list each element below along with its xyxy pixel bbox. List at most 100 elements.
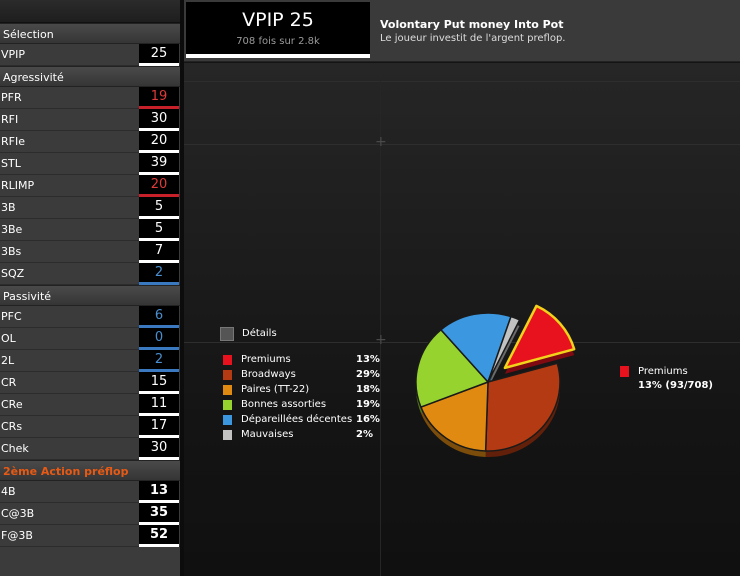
stat-row-stl[interactable]: STL 39 [0, 153, 180, 175]
sidebar-top-band [0, 0, 180, 23]
stat-label: 3Be [1, 223, 23, 236]
stat-row-sqz[interactable]: SQZ 2 [0, 263, 180, 285]
legend-entries: Premiums 13% Broadways 29% Paires (TT-22) 18%… [220, 353, 380, 443]
stat-row-cre[interactable]: CRe 11 [0, 394, 180, 416]
pie-slice-mauvaises[interactable] [487, 315, 521, 383]
stat-label: PFR [1, 91, 22, 104]
legend-label: Dépareillées décentes [241, 414, 353, 425]
stat-value: 0 [139, 328, 179, 350]
legend-item[interactable]: Dépareillées décentes 16% [220, 413, 380, 428]
crosshair-icon: + [375, 332, 387, 348]
stats-sidebar: Sélection VPIP 25 Agressivité PFR 19 RFI 30 RFIe… [0, 0, 180, 576]
stat-header: VPIP 25 708 fois sur 2.8k Volontary Put … [184, 0, 740, 62]
stat-label: RFIe [1, 135, 25, 148]
stat-label: STL [1, 157, 21, 170]
stat-label: CR [1, 376, 17, 389]
stat-label: Chek [1, 442, 29, 455]
legend-item[interactable]: Paires (TT-22) 18% [220, 383, 380, 398]
selected-stat-count: 708 fois sur 2.8k [236, 36, 320, 47]
stat-row-4b[interactable]: 4B 13 [0, 481, 180, 503]
stat-label: CRs [1, 420, 23, 433]
selected-slice-name: Premiums [638, 366, 688, 377]
stat-value: 20 [139, 131, 179, 153]
selected-slice-swatch [620, 366, 629, 377]
stat-label: VPIP [1, 48, 26, 61]
pie-slice-bonnes-assorties[interactable] [415, 329, 489, 408]
legend-percent: 18% [356, 384, 380, 395]
section-header: Sélection [0, 23, 180, 44]
legend-swatch [223, 430, 232, 440]
stat-row-3bs[interactable]: 3Bs 7 [0, 241, 180, 263]
section-header: Agressivité [0, 66, 180, 87]
stat-row-2l[interactable]: 2L 2 [0, 350, 180, 372]
stat-value: 5 [139, 219, 179, 241]
chart-legend: Détails Premiums 13% Broadways 29% Paires (T… [220, 326, 380, 443]
stat-label: RLIMP [1, 179, 35, 192]
stat-row-f3b[interactable]: F@3B 52 [0, 525, 180, 547]
legend-percent: 13% [356, 354, 380, 365]
chart-area: + + Détails Premiums 13% Broadways 29% Paire… [184, 63, 740, 576]
gridline [184, 81, 740, 82]
stat-row-3b[interactable]: 3B 5 [0, 197, 180, 219]
stat-value: 35 [139, 503, 179, 525]
legend-label: Mauvaises [241, 429, 294, 440]
stat-label: C@3B [1, 507, 35, 520]
stat-row-rfie[interactable]: RFIe 20 [0, 131, 180, 153]
details-toggle-checkbox[interactable] [220, 327, 234, 341]
pie-slice-broadways[interactable] [484, 362, 561, 452]
stat-row-pfc[interactable]: PFC 6 [0, 306, 180, 328]
stat-value: 52 [139, 525, 179, 547]
legend-label: Bonnes assorties [241, 399, 327, 410]
stat-row-vpip[interactable]: VPIP 25 [0, 44, 180, 66]
stat-label: 4B [1, 485, 16, 498]
legend-label: Paires (TT-22) [241, 384, 310, 395]
stat-row-crs[interactable]: CRs 17 [0, 416, 180, 438]
legend-item[interactable]: Broadways 29% [220, 368, 380, 383]
stat-label: 3Bs [1, 245, 22, 258]
stat-row-pfr[interactable]: PFR 19 [0, 87, 180, 109]
gridline [184, 144, 740, 145]
legend-swatch [223, 415, 232, 425]
legend-percent: 2% [356, 429, 373, 440]
stat-row-c3b[interactable]: C@3B 35 [0, 503, 180, 525]
stat-value: 5 [139, 197, 179, 219]
pie-slice-premiums[interactable] [503, 304, 576, 370]
stat-value: 6 [139, 306, 179, 328]
section-header: Passivité [0, 285, 180, 306]
stat-value: 2 [139, 350, 179, 372]
legend-title: Détails [242, 328, 277, 339]
stat-label: OL [1, 332, 16, 345]
crosshair-icon: + [375, 134, 387, 150]
stat-label: 3B [1, 201, 16, 214]
legend-swatch [223, 355, 232, 365]
panel-divider [180, 0, 184, 576]
stat-value: 13 [139, 481, 179, 503]
pie-slice-depth [488, 322, 520, 388]
stat-label: RFI [1, 113, 19, 126]
legend-item[interactable]: Mauvaises 2% [220, 428, 380, 443]
legend-percent: 19% [356, 399, 380, 410]
selected-stat-box: VPIP 25 708 fois sur 2.8k [186, 2, 370, 58]
stat-row-rfi[interactable]: RFI 30 [0, 109, 180, 131]
stat-row-chek[interactable]: Chek 30 [0, 438, 180, 460]
gridline [380, 63, 381, 576]
stat-row-3be[interactable]: 3Be 5 [0, 219, 180, 241]
legend-header[interactable]: Détails [220, 326, 380, 344]
legend-swatch [223, 400, 232, 410]
stat-value: 25 [139, 44, 179, 66]
legend-percent: 29% [356, 369, 380, 380]
stat-value: 30 [139, 109, 179, 131]
legend-label: Premiums [241, 354, 291, 365]
stat-row-cr[interactable]: CR 15 [0, 372, 180, 394]
stat-value: 7 [139, 241, 179, 263]
legend-item[interactable]: Bonnes assorties 19% [220, 398, 380, 413]
stat-row-rlimp[interactable]: RLIMP 20 [0, 175, 180, 197]
stat-value: 39 [139, 153, 179, 175]
stat-label: PFC [1, 310, 22, 323]
stat-value: 2 [139, 263, 179, 285]
legend-item[interactable]: Premiums 13% [220, 353, 380, 368]
stat-row-ol[interactable]: OL 0 [0, 328, 180, 350]
legend-swatch [223, 385, 232, 395]
pie-slice-paires-tt-22[interactable] [420, 381, 489, 452]
